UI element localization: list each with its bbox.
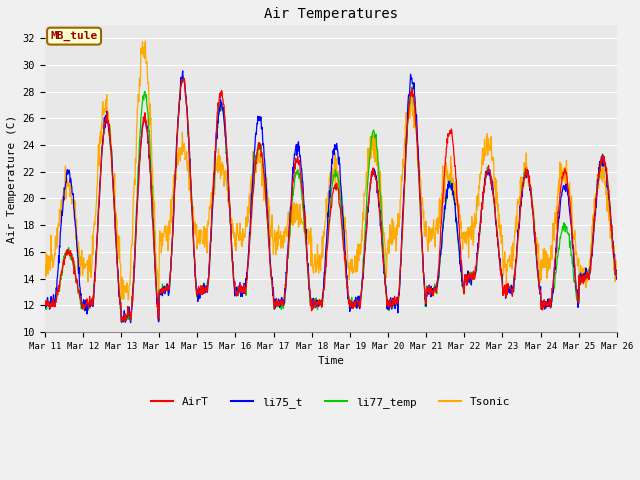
Y-axis label: Air Temperature (C): Air Temperature (C) [7, 114, 17, 242]
Text: MB_tule: MB_tule [51, 31, 98, 41]
Legend: AirT, li75_t, li77_temp, Tsonic: AirT, li75_t, li77_temp, Tsonic [147, 393, 515, 412]
Title: Air Temperatures: Air Temperatures [264, 7, 398, 21]
X-axis label: Time: Time [317, 356, 344, 366]
